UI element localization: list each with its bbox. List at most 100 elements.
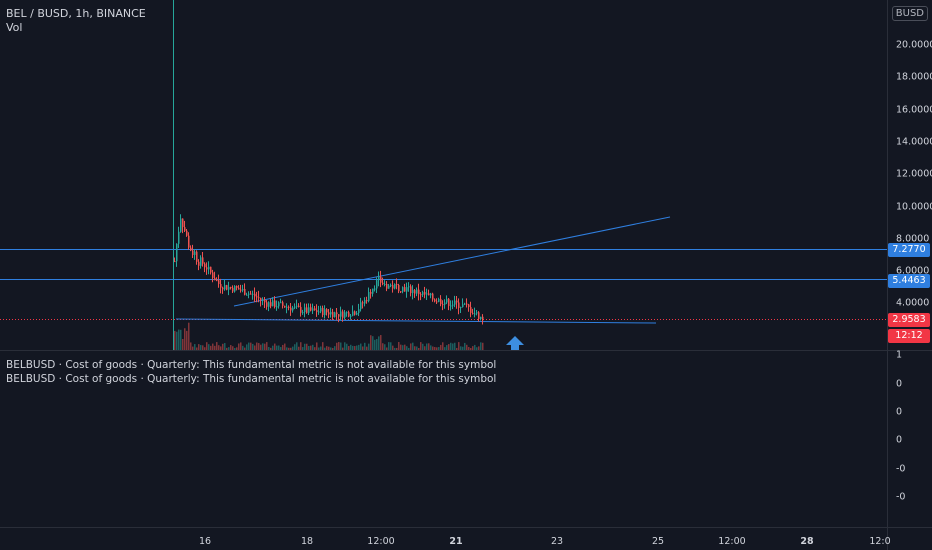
candle-body bbox=[268, 302, 270, 307]
indicator-tick: 0 bbox=[896, 378, 903, 390]
candle-body bbox=[418, 289, 420, 295]
candle-body bbox=[468, 304, 470, 308]
price-tick: 8.0000 bbox=[896, 233, 930, 245]
candle-body bbox=[208, 266, 210, 270]
candle-body bbox=[292, 307, 294, 311]
volume-bar bbox=[302, 347, 304, 350]
candle-body bbox=[202, 257, 204, 264]
indicator-tick: -0 bbox=[896, 491, 906, 503]
candle-body bbox=[420, 294, 422, 296]
volume-bar bbox=[278, 345, 280, 350]
volume-bar bbox=[476, 347, 478, 350]
time-label: 12:0 bbox=[869, 536, 891, 547]
volume-bar bbox=[292, 346, 294, 350]
candle-body bbox=[364, 299, 366, 304]
currency-badge[interactable]: BUSD bbox=[891, 6, 928, 21]
candle-body bbox=[248, 293, 250, 295]
candle-body bbox=[296, 305, 298, 307]
volume-bar bbox=[462, 346, 464, 350]
volume-bar bbox=[190, 342, 192, 350]
time-label: 12:00 bbox=[718, 536, 746, 547]
candle-body bbox=[476, 312, 478, 314]
volume-bar bbox=[188, 322, 190, 350]
candle-body bbox=[210, 266, 212, 273]
volume-bar bbox=[214, 345, 216, 350]
candle-body bbox=[312, 308, 314, 311]
volume-bar bbox=[418, 347, 420, 350]
volume-bar bbox=[348, 346, 350, 350]
candle-body bbox=[350, 315, 352, 317]
candle-body bbox=[396, 283, 398, 286]
volume-bar bbox=[296, 342, 298, 350]
candle-body bbox=[460, 307, 462, 309]
price-tick: 12.0000 bbox=[896, 168, 932, 180]
volume-bar bbox=[354, 346, 356, 350]
candle-body bbox=[328, 312, 330, 315]
volume-bar bbox=[314, 347, 316, 350]
volume-bar bbox=[344, 342, 346, 350]
volume-bar bbox=[466, 344, 468, 350]
candle-body bbox=[422, 292, 424, 295]
trend-line-rising[interactable] bbox=[233, 216, 671, 307]
candle-body bbox=[236, 285, 238, 288]
volume-bar bbox=[236, 347, 238, 350]
volume-bar bbox=[438, 347, 440, 350]
volume-bar bbox=[408, 347, 410, 350]
volume-bar bbox=[420, 342, 422, 350]
price-tick: 6.0000 bbox=[896, 265, 930, 277]
volume-bar bbox=[240, 342, 242, 350]
candle-body bbox=[434, 299, 436, 302]
volume-bar bbox=[224, 343, 226, 350]
up-arrow-icon bbox=[506, 336, 524, 350]
volume-legend[interactable]: Vol bbox=[6, 21, 23, 34]
trend-line-support[interactable] bbox=[175, 318, 657, 324]
volume-bar bbox=[444, 347, 446, 350]
volume-bar bbox=[206, 342, 208, 350]
volume-bar bbox=[376, 338, 378, 350]
bar-countdown-label: 12:12 bbox=[888, 329, 930, 343]
candle-body bbox=[252, 293, 254, 295]
volume-bar bbox=[180, 329, 182, 350]
candlestick-series bbox=[174, 214, 484, 325]
candle-body bbox=[464, 303, 466, 305]
candle-body bbox=[204, 263, 206, 268]
last-price-label: 2.9583 bbox=[888, 313, 930, 327]
volume-bar bbox=[384, 344, 386, 350]
symbol-title[interactable]: BEL / BUSD, 1h, BINANCE bbox=[6, 7, 146, 20]
candle-body bbox=[232, 287, 234, 292]
candle-body bbox=[478, 312, 480, 319]
candle-body bbox=[406, 287, 408, 292]
candle-body bbox=[358, 309, 360, 314]
volume-bar bbox=[242, 345, 244, 350]
candle-body bbox=[314, 308, 316, 311]
volume-bar bbox=[300, 342, 302, 350]
candle-body bbox=[218, 280, 220, 285]
candle-body bbox=[206, 267, 208, 270]
volume-bar bbox=[398, 342, 400, 350]
candle-body bbox=[386, 283, 388, 289]
candle-body bbox=[240, 289, 242, 291]
time-label: 25 bbox=[651, 536, 665, 547]
volume-bar bbox=[442, 342, 444, 350]
volume-bar bbox=[382, 343, 384, 350]
volume-bar bbox=[268, 346, 270, 350]
volume-bar bbox=[304, 343, 306, 350]
volume-bar bbox=[352, 345, 354, 350]
time-label: 23 bbox=[550, 536, 564, 547]
candle-body bbox=[372, 288, 374, 294]
candle-body bbox=[456, 300, 458, 303]
candle-body bbox=[200, 257, 202, 266]
candle-body bbox=[426, 293, 428, 295]
level-low-label[interactable]: 5.4463 bbox=[888, 274, 930, 288]
price-tick: 10.0000 bbox=[896, 201, 932, 213]
candle-body bbox=[298, 305, 300, 307]
volume-bar bbox=[432, 346, 434, 350]
candle-body bbox=[378, 276, 380, 281]
volume-bar bbox=[326, 346, 328, 350]
volume-bar bbox=[178, 329, 180, 350]
candle-body bbox=[188, 235, 190, 248]
level-high-label[interactable]: 7.2770 bbox=[888, 243, 930, 257]
candle-body bbox=[374, 288, 376, 290]
candle-body bbox=[382, 282, 384, 285]
